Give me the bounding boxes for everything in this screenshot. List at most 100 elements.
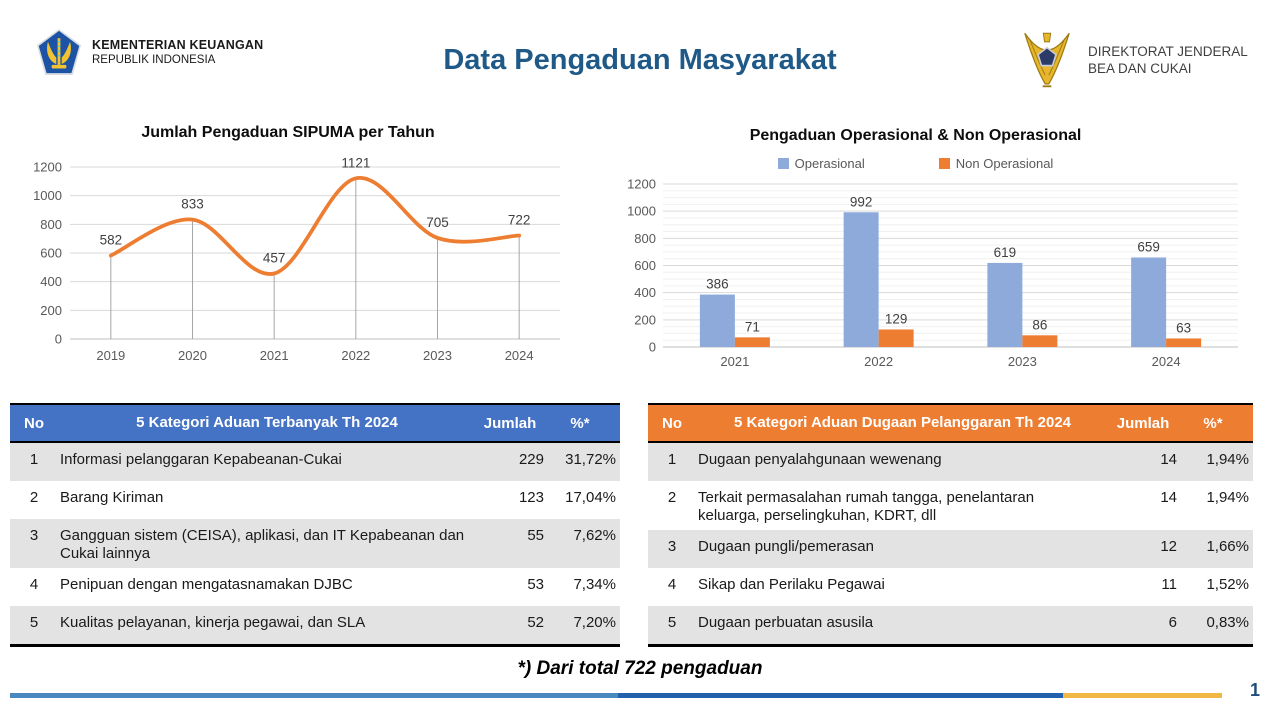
cell-jumlah: 14 [1160, 451, 1177, 468]
col-header-pct: %* [570, 414, 590, 432]
bar-operasional [843, 212, 879, 347]
data-label: 63 [1176, 320, 1191, 335]
table-row: 4 Penipuan dengan mengatasnamakan DJBC 53 7… [10, 568, 620, 606]
data-label: 71 [745, 319, 760, 334]
table-row: 1 Informasi pelanggaran Kepabeanan-Cukai 2… [10, 443, 620, 481]
legend-label: Non Operasional [955, 155, 1054, 171]
table-row: 3 Gangguan sistem (CEISA), aplikasi, dan … [10, 519, 620, 569]
cell-no: 1 [667, 451, 677, 468]
bar-non-operasional [734, 337, 770, 347]
table-row: 2 Barang Kiriman 123 17,04% [10, 481, 620, 519]
cell-jumlah: 6 [1168, 614, 1177, 632]
x-axis-tick: 2019 [96, 348, 125, 363]
x-axis-tick: 2022 [341, 348, 370, 363]
data-label: 619 [994, 245, 1017, 260]
cell-category: Penipuan dengan mengatasnamakan DJBC [60, 576, 353, 594]
data-label: 129 [885, 311, 908, 326]
bottom-bar-segment-2 [618, 693, 1063, 698]
cell-no: 3 [667, 538, 677, 556]
legend-item: Operasional [777, 155, 865, 171]
table-header-row: No 5 Kategori Aduan Terbanyak Th 2024 Ju… [10, 405, 620, 443]
data-label: 582 [100, 233, 123, 248]
cell-no: 5 [667, 614, 677, 632]
col-header-pct: %* [1203, 414, 1223, 432]
col-header-category: 5 Kategori Aduan Dugaan Pelanggaran Th 2… [733, 414, 1072, 432]
y-axis-tick: 1200 [33, 160, 62, 175]
cell-jumlah: 53 [527, 576, 544, 594]
data-label: 659 [1137, 239, 1160, 254]
cell-no: 3 [29, 527, 39, 544]
cell-pct: 1,52% [1206, 576, 1249, 594]
data-label: 1121 [341, 155, 370, 170]
col-header-jumlah: Jumlah [483, 414, 537, 432]
cell-no: 2 [29, 489, 39, 506]
line-chart-plot: 1200 1000 800 600 400 200 0 2019 2020 2021 2022 202… [33, 155, 560, 363]
page-title: Data Pengaduan Masyarakat [443, 44, 837, 76]
col-header-category: 5 Kategori Aduan Terbanyak Th 2024 [136, 414, 398, 432]
y-axis-tick: 800 [634, 231, 656, 246]
cell-pct: 7,20% [573, 614, 616, 632]
cell-no: 5 [29, 614, 39, 632]
bar-operasional [699, 294, 735, 347]
legend-label: Operasional [794, 155, 865, 171]
bar-operasional [987, 262, 1023, 347]
table-row: 3 Dugaan pungli/pemerasan 12 1,66% [648, 530, 1253, 569]
y-axis-tick: 200 [634, 312, 656, 327]
legend-swatch-icon [938, 157, 950, 169]
data-label: 705 [426, 215, 449, 230]
cell-pct: 1,66% [1206, 538, 1249, 556]
x-axis-tick: 2021 [720, 354, 749, 369]
y-axis-tick: 400 [634, 285, 656, 300]
y-axis-tick: 1000 [33, 188, 62, 203]
table-row: 4 Sikap dan Perilaku Pegawai 11 1,52% [648, 568, 1253, 606]
table-row: 2 Terkait permasalahan rumah tangga, pene… [648, 481, 1253, 530]
y-axis-tick: 600 [634, 258, 656, 273]
cell-jumlah: 11 [1161, 576, 1177, 594]
line-series-sipuma [108, 176, 522, 276]
cell-pct: 7,62% [573, 527, 616, 544]
col-header-jumlah: Jumlah [1116, 414, 1170, 432]
y-axis-tick: 1200 [627, 177, 656, 192]
cell-category: Informasi pelanggaran Kepabeanan-Cukai [60, 451, 342, 468]
table-body: 1 Informasi pelanggaran Kepabeanan-Cukai 2… [10, 443, 620, 645]
bar-non-operasional [1166, 338, 1202, 347]
bea-cukai-logo-icon [1024, 32, 1070, 88]
cell-category: Dugaan pungli/pemerasan [698, 538, 874, 556]
data-label: 386 [706, 277, 729, 292]
cell-category: Sikap dan Perilaku Pegawai [698, 576, 885, 594]
x-axis-tick: 2022 [864, 354, 893, 369]
data-label: 833 [181, 197, 204, 212]
bar-chart: Pengaduan Operasional & Non Operasional … [620, 118, 1270, 383]
chart-legend: Operasional Non Operasional [628, 153, 1203, 173]
y-axis-tick: 0 [649, 340, 656, 355]
cell-no: 4 [667, 576, 677, 594]
x-axis-tick: 2020 [178, 348, 207, 363]
kemenkeu-logo-block: KEMENTERIAN KEUANGAN REPUBLIK INDONESIA [36, 28, 263, 76]
table-row: 5 Dugaan perbuatan asusila 6 0,83% [648, 606, 1253, 645]
bottom-bar-segment-3 [1063, 693, 1222, 698]
page-number: 1 [1249, 680, 1260, 700]
cell-jumlah: 14 [1160, 489, 1177, 506]
cell-category: Dugaan penyalahgunaan wewenang [698, 451, 942, 468]
cell-no: 2 [667, 489, 677, 506]
cell-pct: 31,72% [565, 451, 616, 468]
cell-no: 1 [29, 451, 39, 468]
cell-category: Kualitas pelayanan, kinerja pegawai, dan… [60, 614, 366, 632]
x-axis-tick: 2023 [423, 348, 452, 363]
cell-jumlah: 55 [527, 527, 544, 544]
djbc-name-line2: BEA DAN CUKAI [1088, 61, 1192, 76]
cell-category: Dugaan perbuatan asusila [698, 614, 874, 632]
bar-non-operasional [878, 329, 914, 347]
bar-non-operasional [1022, 335, 1058, 347]
x-axis-tick: 2024 [505, 348, 534, 363]
y-axis-tick: 200 [40, 303, 62, 318]
y-axis-tick: 800 [40, 217, 62, 232]
cell-category: Barang Kiriman [60, 489, 164, 506]
cell-pct: 1,94% [1206, 489, 1249, 506]
djbc-logo-block: DIREKTORAT JENDERAL BEA DAN CUKAI [1016, 32, 1248, 90]
x-axis-tick: 2024 [1152, 354, 1181, 369]
col-header-no: No [24, 414, 44, 432]
table-body: 1 Dugaan penyalahgunaan wewenang 14 1,94% 2 T… [648, 443, 1253, 645]
bar-chart-title: Pengaduan Operasional & Non Operasional [749, 127, 1082, 144]
